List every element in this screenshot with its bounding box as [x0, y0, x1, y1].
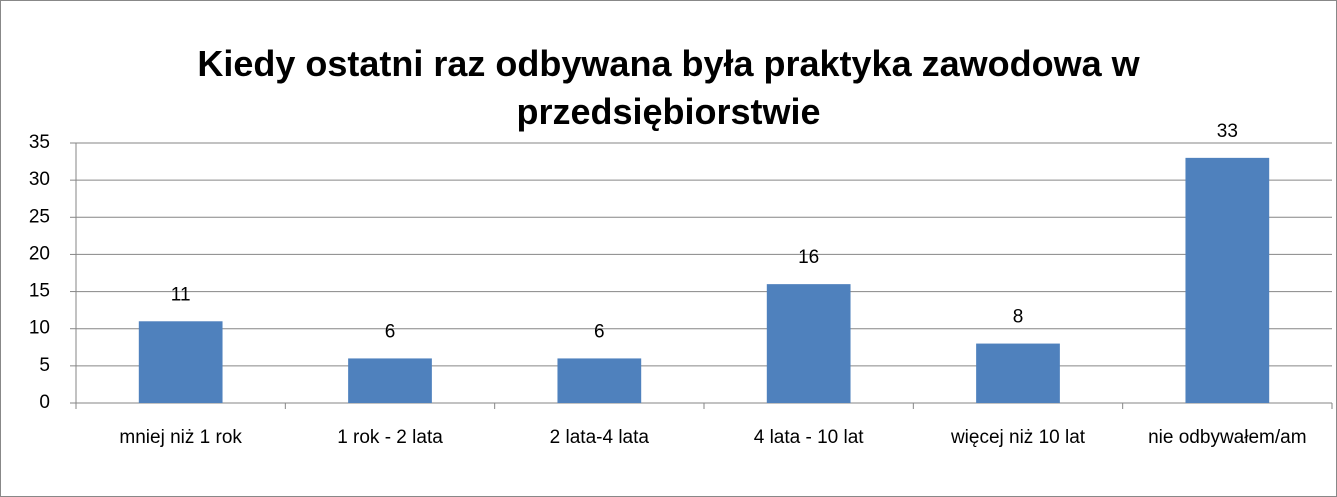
x-tick-label: mniej niż 1 rok — [119, 427, 242, 448]
y-tick-label: 35 — [29, 132, 50, 153]
data-label: 8 — [1013, 307, 1024, 328]
x-tick-label: 1 rok - 2 lata — [337, 427, 443, 448]
y-tick-label: 25 — [29, 206, 50, 227]
bar — [348, 358, 432, 403]
bar — [766, 284, 851, 403]
data-label: 6 — [385, 321, 396, 342]
bar — [138, 321, 223, 403]
data-label: 11 — [171, 284, 191, 305]
x-tick-label: 2 lata-4 lata — [550, 427, 650, 448]
bar — [1185, 157, 1270, 403]
data-label: 33 — [1217, 121, 1238, 142]
y-tick-label: 20 — [29, 243, 50, 264]
y-tick-label: 0 — [39, 392, 50, 413]
x-tick-label: 4 lata - 10 lat — [754, 427, 865, 448]
bar — [976, 343, 1060, 403]
chart-title: Kiedy ostatni raz odbywana była praktyka… — [197, 43, 1140, 132]
x-tick-label: nie odbywałem/am — [1148, 427, 1306, 448]
y-tick-label: 5 — [39, 355, 50, 376]
data-label: 6 — [594, 321, 605, 342]
bar — [557, 358, 642, 403]
data-label: 16 — [798, 247, 819, 268]
y-tick-label: 30 — [29, 169, 50, 190]
y-tick-label: 15 — [29, 281, 50, 302]
x-tick-label: więcej niż 10 lat — [950, 427, 1086, 448]
y-tick-label: 10 — [29, 318, 50, 339]
